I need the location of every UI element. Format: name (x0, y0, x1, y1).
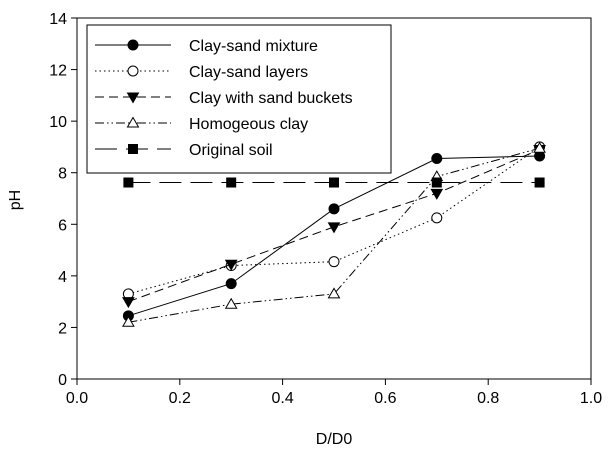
axes: 0.0 0.2 0.4 0.6 0.8 1.0 0 2 4 6 8 10 12 14 (49, 11, 602, 407)
x-tick-label: 0.4 (271, 390, 293, 407)
x-tick-label: 0.8 (477, 390, 499, 407)
data-point (431, 212, 443, 224)
y-tick-label: 14 (49, 11, 67, 28)
x-tick-label: 0.2 (169, 390, 191, 407)
data-point (226, 177, 237, 188)
data-point (122, 315, 135, 327)
legend-item: Clay-sand mixture (95, 38, 318, 55)
x-tick-label: 0.0 (66, 390, 88, 407)
data-point (533, 141, 546, 153)
y-tick-label: 4 (58, 269, 67, 286)
legend-item: Homogeous clay (95, 116, 308, 133)
data-point (126, 92, 140, 104)
legend-item: Original soil (95, 142, 273, 159)
series (123, 177, 545, 188)
data-point (328, 203, 340, 215)
data-point (431, 177, 442, 188)
legend-label: Clay-sand layers (189, 64, 308, 81)
data-point (126, 116, 140, 128)
data-point (127, 39, 139, 51)
plot-frame (76, 17, 592, 380)
data-point (122, 297, 135, 309)
legend-label: Original soil (189, 142, 273, 159)
data-point (224, 297, 238, 309)
data-point (328, 256, 340, 268)
series-group (122, 141, 546, 327)
y-tick-label: 8 (58, 166, 67, 183)
legend-item: Clay with sand buckets (95, 90, 353, 107)
x-axis-title: D/D0 (316, 431, 353, 448)
y-tick-label: 10 (49, 114, 67, 131)
data-point (127, 65, 139, 77)
legend-label: Clay with sand buckets (189, 90, 353, 107)
legend-item: Clay-sand layers (95, 64, 308, 81)
y-tick-label: 6 (58, 217, 67, 234)
y-tick-label: 2 (58, 320, 67, 337)
data-point (431, 153, 443, 165)
data-point (128, 144, 138, 154)
legend-label: Homogeous clay (189, 116, 308, 133)
y-axis-title: pH (7, 190, 24, 210)
data-point (327, 222, 341, 234)
series (122, 141, 546, 327)
data-point (123, 177, 134, 188)
legend: Clay-sand mixture Clay-sand layers Clay wi… (86, 24, 392, 174)
x-tick-label: 0.6 (374, 390, 396, 407)
x-tick-label: 1.0 (580, 390, 602, 407)
data-point (225, 278, 237, 290)
data-point (224, 259, 238, 271)
data-point (534, 177, 545, 188)
series-line (128, 147, 540, 323)
series (122, 150, 546, 322)
y-tick-label: 0 (58, 372, 67, 389)
legend-label: Clay-sand mixture (189, 38, 318, 55)
y-tick-label: 12 (49, 63, 67, 80)
data-point (327, 287, 341, 299)
data-point (329, 177, 339, 188)
data-point (430, 188, 444, 200)
